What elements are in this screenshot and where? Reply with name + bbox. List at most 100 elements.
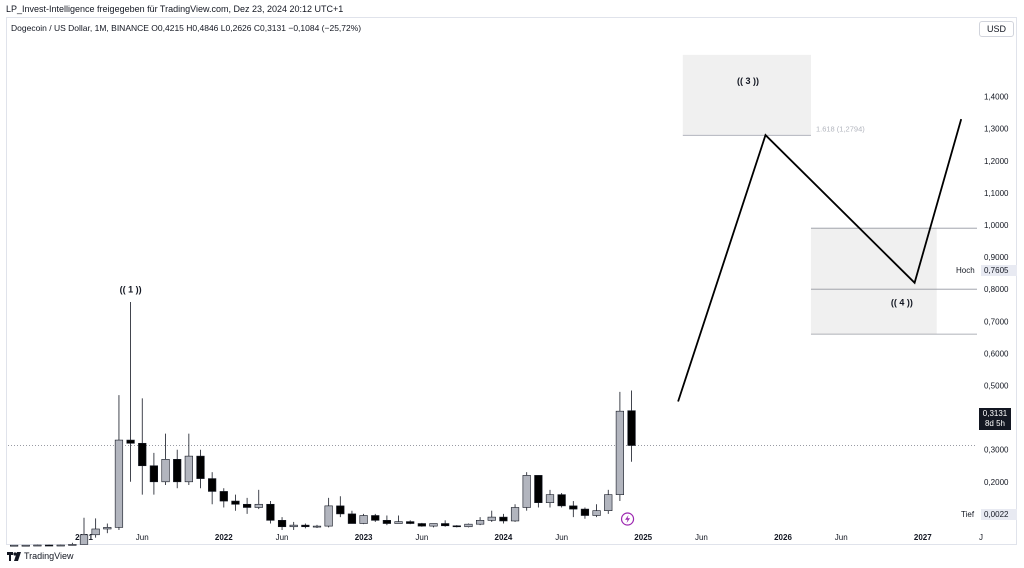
wave-label: (( 4 )) [891,297,913,307]
candle-body [592,510,601,516]
candle-body [161,459,170,483]
candle [452,525,461,528]
candle-body [173,459,182,483]
wave-3-target-zone [682,54,811,136]
y-tick-label: 0,2000 [984,478,1009,487]
candle-body [627,410,636,446]
candle-body [254,503,263,508]
candle-body [91,528,100,536]
x-tick-label: 2027 [914,533,932,542]
candle-body [301,524,310,528]
tradingview-footer[interactable]: TradingView [7,551,74,561]
candle [68,542,77,546]
candle [394,515,403,524]
candle [627,390,636,462]
candle-body [266,503,275,521]
candle-body [371,515,380,521]
candle-body [231,500,240,505]
current-price-countdown: 8d 5h [984,419,1006,428]
candle-body [103,527,112,530]
candle-body [615,410,624,495]
current-price-tag: 0,3131 8d 5h [979,408,1011,430]
currency-button[interactable]: USD [979,21,1014,37]
tradingview-brand: TradingView [24,551,74,561]
candle [208,472,217,505]
candle [44,544,54,547]
candle-body [545,494,555,503]
candle [441,520,450,527]
wave-4-target-zone [810,228,937,335]
candle-body [499,516,508,522]
candle [312,524,322,529]
candle-body [44,544,54,547]
candle-body [464,523,473,528]
y-tick-label: 0,7000 [984,317,1009,326]
candle [487,510,496,522]
candle-body [68,544,77,546]
candle [173,449,182,489]
candle-body [149,465,159,483]
current-price-value: 0,3131 [982,409,1008,418]
candle-body [569,505,578,510]
y-tick-label: 0,6000 [984,349,1009,358]
candle-body [347,513,357,524]
candle-body [417,523,426,527]
candle-body [522,475,531,508]
candle-body [196,455,205,479]
candle-body [219,491,228,502]
candle [266,501,275,524]
candle-body [79,534,89,545]
candle-body [359,515,368,524]
y-tick-label: 0,9000 [984,253,1009,262]
candle-body [580,508,590,516]
candle [196,449,205,489]
x-tick-label: 2026 [774,533,792,542]
tradingview-logo-icon [7,551,21,561]
x-tick-label: 2025 [634,533,652,542]
candle [475,517,485,526]
candle [243,497,252,514]
candle [56,544,65,547]
candle [184,433,193,486]
candle [406,520,415,525]
tief-label: Tief [961,510,975,519]
x-tick-label: Jun [136,533,149,542]
candle [347,510,357,524]
candle [592,504,601,518]
candle [161,433,170,486]
candle-body [312,525,322,528]
candle-body [534,475,543,503]
candle [429,523,438,528]
candle-body [114,439,124,528]
candle-body [208,478,217,492]
candle [371,513,380,522]
candle [103,523,112,534]
candle [359,513,368,525]
x-tick-label: Jun [555,533,568,542]
candle-body [510,507,520,522]
y-tick-label: 0,5000 [984,382,1009,391]
x-tick-label: Jun [276,533,289,542]
candle-body [406,521,415,524]
candle [545,489,555,508]
chart-frame [6,17,1017,545]
candle [499,513,508,524]
candle-body [324,505,333,527]
candle-body [429,523,438,527]
candle-body [452,525,461,528]
candle [464,523,473,528]
hoch-label: Hoch [956,266,975,275]
lightning-icon [620,512,635,526]
candle-body [394,521,403,524]
candle-body [475,520,485,525]
candle-body [184,455,193,483]
candle [580,507,590,519]
fib-1618-label: 1.618 (1,2794) [816,124,865,133]
candle [522,472,531,511]
y-tick-label: 1,4000 [984,93,1009,102]
candle [79,517,89,545]
y-tick-label: 1,3000 [984,125,1009,134]
x-tick-label: Jun [835,533,848,542]
candle [382,515,392,526]
